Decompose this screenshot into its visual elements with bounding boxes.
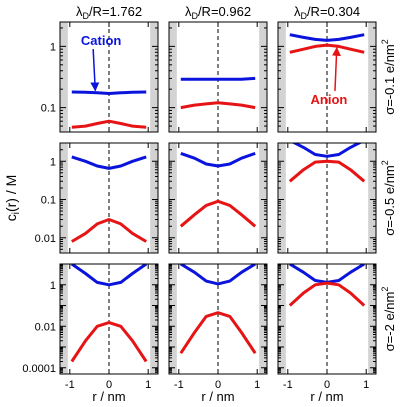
panel-r2-c2 bbox=[168, 142, 268, 254]
panel-frame bbox=[277, 21, 377, 133]
anion-curve bbox=[180, 101, 256, 110]
wall-band-left bbox=[278, 264, 286, 374]
column-header: λD/R=0.962 bbox=[185, 4, 251, 21]
anion-annotation-arrow bbox=[331, 46, 341, 91]
x-tick-label: 0 bbox=[106, 379, 112, 391]
x-tick-label: 1 bbox=[254, 379, 260, 391]
cation-annotation-label: Cation bbox=[81, 33, 122, 48]
y-tick-label: 0.1 bbox=[41, 103, 56, 115]
x-tick-label: -1 bbox=[283, 379, 293, 391]
cation-curve bbox=[70, 264, 148, 287]
row-label: σ=-0.1 e/nm2 bbox=[380, 39, 397, 115]
cation-curve bbox=[180, 76, 256, 81]
wall-band-right bbox=[259, 22, 267, 132]
anion-curve bbox=[179, 199, 257, 228]
panel-r2-c1: 1 0.1 0.01 bbox=[35, 142, 159, 254]
cation-curve bbox=[291, 143, 363, 158]
anion-curve bbox=[289, 43, 365, 54]
cation-curve bbox=[180, 151, 256, 168]
wall-band-left bbox=[169, 143, 177, 253]
row-label: σ=-0.5 e/nm2 bbox=[380, 160, 397, 236]
wall-band-right bbox=[150, 143, 158, 253]
x-tick-label: -1 bbox=[174, 379, 184, 391]
column-header: λD/R=1.762 bbox=[76, 4, 142, 21]
x-tick-label: 1 bbox=[363, 379, 369, 391]
column-header: λD/R=0.304 bbox=[294, 4, 360, 21]
anion-curve bbox=[71, 218, 147, 243]
panel-frame bbox=[277, 142, 377, 254]
y-tick-label: 1 bbox=[50, 41, 56, 53]
wall-band-left bbox=[278, 143, 286, 253]
wall-band-right bbox=[259, 143, 267, 253]
cation-curve bbox=[289, 33, 365, 42]
anion-curve bbox=[71, 119, 147, 129]
x-tick-label: -1 bbox=[65, 379, 75, 391]
anion-curve bbox=[70, 321, 148, 363]
y-tick-label: 0.01 bbox=[35, 233, 56, 245]
panel-frame bbox=[59, 263, 159, 375]
anion-curve bbox=[179, 311, 257, 355]
panel-r1-c1: 10.1 bbox=[41, 21, 159, 133]
panel-r3-c2: -1 0 1 bbox=[168, 263, 268, 391]
y-tick-label: 1 bbox=[50, 156, 56, 168]
wall-band-right bbox=[368, 22, 376, 132]
cation-curve bbox=[180, 264, 256, 286]
wall-band-right bbox=[368, 143, 376, 253]
x-tick-label: 0 bbox=[215, 379, 221, 391]
panel-frame bbox=[59, 21, 159, 133]
x-axis-label: r / nm bbox=[201, 389, 234, 404]
wall-band-left bbox=[169, 264, 177, 374]
anion-annotation-label: Anion bbox=[311, 92, 348, 107]
y-tick-label: 0.01 bbox=[35, 321, 56, 333]
panel-r1-c2 bbox=[168, 21, 268, 133]
y-tick-label: 1 bbox=[50, 280, 56, 292]
wall-band-right bbox=[259, 264, 267, 374]
cation-curve bbox=[71, 155, 147, 170]
panel-r3-c3: -1 0 1 bbox=[277, 263, 377, 391]
wall-band-right bbox=[150, 22, 158, 132]
cation-annotation-arrow bbox=[90, 49, 100, 92]
wall-band-left bbox=[278, 22, 286, 132]
panel-frame bbox=[168, 21, 268, 133]
wall-band-right bbox=[368, 264, 376, 374]
panel-frame bbox=[168, 142, 268, 254]
y-tick-label: 0.1 bbox=[41, 195, 56, 207]
y-axis-label: ci(r) / M bbox=[3, 175, 22, 222]
y-tick-label: 0.0001 bbox=[22, 363, 56, 375]
x-axis-label: r / nm bbox=[310, 389, 343, 404]
row-label: σ=-2 e/nm2 bbox=[380, 287, 397, 352]
panel-frame bbox=[59, 142, 159, 254]
wall-band-right bbox=[150, 264, 158, 374]
wall-band-left bbox=[60, 143, 68, 253]
wall-band-left bbox=[60, 22, 68, 132]
wall-band-left bbox=[60, 264, 68, 374]
wall-band-left bbox=[169, 22, 177, 132]
panel-frame bbox=[277, 263, 377, 375]
x-tick-label: 0 bbox=[324, 379, 330, 391]
cation-curve bbox=[71, 90, 147, 95]
panel-frame bbox=[168, 263, 268, 375]
anion-curve bbox=[288, 159, 366, 183]
x-tick-label: 1 bbox=[145, 379, 151, 391]
panel-r3-c1: 1 0.01 0.0001 -1 0 1 bbox=[22, 263, 159, 391]
x-axis-label: r / nm bbox=[92, 389, 125, 404]
anion-curve bbox=[288, 281, 366, 307]
panel-r1-c3 bbox=[277, 21, 377, 133]
panel-r2-c3 bbox=[277, 142, 377, 254]
